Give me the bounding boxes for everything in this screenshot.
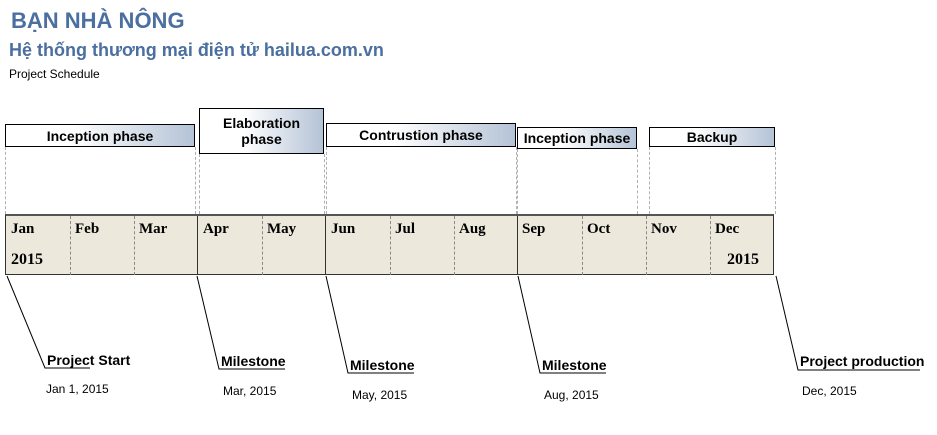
month-label-mar: Mar [139,221,168,237]
milestone-date: Mar, 2015 [223,384,277,398]
month-label-sep: Sep [522,221,546,237]
milestone-label: Milestone [350,357,415,373]
milestone-label: Milestone [542,357,607,373]
phase-guide [326,147,327,214]
phase-label-line1: Elaboration [222,115,300,131]
month-separator [710,216,711,275]
phase-boundary [197,216,198,275]
document-label: Project Schedule [9,67,100,81]
phase-elaboration: Elaboration phase [199,108,324,154]
month-label-may: May [267,221,297,237]
month-label-aug: Aug [459,221,486,237]
month-separator [646,216,647,275]
month-label-jun: Jun [331,221,356,237]
phase-inception-1: Inception phase [5,124,195,147]
month-label-dec: Dec [715,221,740,237]
milestone-label-project-start: Project Start [47,352,131,368]
month-label-nov: Nov [651,221,677,237]
month-separator [582,216,583,275]
phase-guide [637,149,638,214]
page-subtitle: Hệ thống thương mại điện tử hailua.com.v… [9,40,384,60]
milestone-date: Jan 1, 2015 [46,382,109,396]
phase-guide [775,147,776,214]
phase-backup: Backup [649,127,775,147]
end-year-label: 2015 [727,251,759,268]
leader-milestone-mar [196,275,285,370]
milestone-label: Milestone [221,353,286,369]
phase-label-line2: phase [241,131,282,147]
start-year-label: 2015 [11,251,43,268]
month-separator [262,216,263,275]
milestone-date: May, 2015 [352,388,408,402]
phase-guide [195,147,196,214]
page-title: BẠN NHÀ NÔNG [11,8,185,33]
month-label-apr: Apr [203,221,229,237]
timeline-band [5,214,774,275]
month-separator [134,216,135,275]
phase-guide [517,149,518,214]
milestone-label-project-production: Project production [800,353,925,369]
month-label-jan: Jan [11,221,35,237]
month-separator [390,216,391,275]
phase-guide [199,154,200,214]
leader-milestone-may [325,275,414,374]
month-label-feb: Feb [75,221,100,237]
phase-guide [5,147,6,214]
phase-inception-2: Inception phase [517,127,637,149]
phase-label: Backup [686,129,738,145]
month-label-jul: Jul [395,221,416,237]
phase-label: Inception phase [46,127,154,144]
milestone-date: Aug, 2015 [544,388,599,402]
phase-guide [324,154,325,214]
milestone-date: Dec, 2015 [802,384,857,398]
month-label-oct: Oct [587,221,611,237]
phase-guide [649,147,650,214]
phase-label: Contrustion phase [359,127,483,143]
leader-project-production [775,275,920,371]
phase-construction: Contrustion phase [326,123,516,147]
phase-guide [516,147,517,214]
phase-boundary [325,216,326,275]
leader-project-start [6,275,90,369]
month-separator [70,216,71,275]
month-separator [454,216,455,275]
leader-milestone-aug [517,275,606,374]
phase-label: Inception phase [523,130,631,146]
phase-boundary [517,216,518,275]
